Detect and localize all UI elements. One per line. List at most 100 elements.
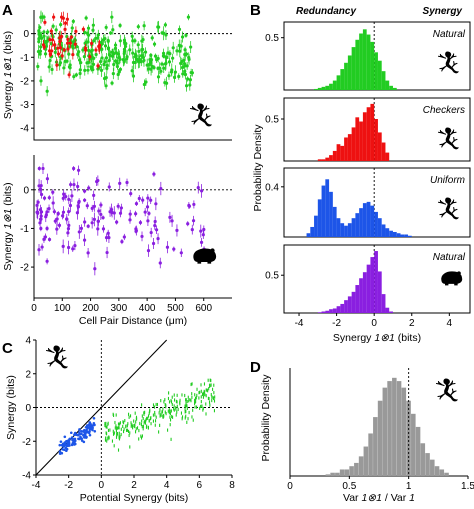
c-point: [70, 443, 74, 447]
a-top-point: [81, 48, 85, 52]
a-top-point: [100, 56, 104, 60]
b-hist-bar: [347, 296, 352, 313]
a-top-point: [137, 49, 141, 54]
a-top-point: [188, 83, 192, 87]
a-top-point: [141, 55, 146, 60]
a-bottom-xtick-label: 100: [54, 303, 71, 314]
d-hist-bar: [358, 456, 364, 476]
a-top-point: [60, 54, 64, 58]
a-top-point: [56, 46, 60, 50]
c-point: [71, 437, 75, 441]
a-top-point: [45, 39, 49, 43]
a-top-point: [58, 36, 62, 40]
a-bottom-point: [77, 230, 81, 234]
c-point: [73, 442, 77, 446]
a-top-axes: [33, 10, 232, 141]
c-point: [80, 439, 84, 442]
b-hist-bar: [325, 310, 330, 313]
b-hist-bar: [325, 179, 330, 237]
a-top-point: [43, 20, 47, 24]
a-top-point: [104, 56, 109, 60]
a-bottom-point: [37, 166, 41, 171]
a-bottom-point: [158, 261, 162, 265]
a-top-point: [90, 56, 94, 60]
salamander-icon: [435, 378, 458, 402]
a-top-point: [152, 42, 157, 46]
a-bottom-point: [83, 220, 87, 224]
b-hist-bar: [374, 119, 378, 161]
a-bottom-point: [159, 186, 163, 191]
b-hist-bar: [332, 80, 337, 90]
a-top-point: [67, 52, 71, 56]
a-top-point: [186, 77, 190, 81]
a-bottom-point: [35, 203, 39, 207]
b-hist-bar: [351, 218, 356, 237]
d-hist-bar: [392, 377, 397, 476]
b-hist-bar: [389, 230, 393, 237]
b-hist-bar: [366, 107, 371, 161]
b-hist-bar: [329, 309, 333, 313]
b-hist-bar: [366, 264, 371, 313]
b-hist-bar: [321, 159, 326, 161]
a-top-ytick-label: -4: [20, 124, 29, 135]
a-top-point: [36, 64, 40, 69]
d-hist-bar: [363, 446, 369, 476]
a-bottom-point: [202, 227, 206, 232]
a-bottom-point: [153, 223, 157, 228]
a-top-point: [141, 37, 145, 42]
a-bottom-point: [109, 208, 114, 212]
d-hist-bar: [406, 400, 411, 476]
a-bottom-point: [42, 237, 46, 241]
b-hist-bar: [344, 137, 348, 161]
a-bottom-point: [86, 251, 90, 255]
a-bottom-point: [122, 235, 126, 239]
b-hist-bar: [370, 205, 375, 237]
d-xtick-label: 1: [406, 481, 412, 492]
a-bottom-xtick-label: 600: [195, 303, 212, 314]
a-top-point: [94, 52, 98, 57]
c-xtick-label: -2: [64, 480, 73, 491]
a-top-ylabel: Synergy 1⊗1 (bits): [2, 31, 14, 119]
b-hist-title: Natural: [433, 252, 466, 263]
a-top-point: [88, 55, 92, 59]
a-bottom-point: [115, 220, 119, 224]
a-bottom-point: [172, 247, 176, 251]
c-ytick-label: -2: [22, 437, 31, 448]
a-top-ytick-label: -2: [20, 76, 29, 87]
a-bottom-point: [61, 196, 65, 200]
c-point: [58, 452, 62, 455]
c-xtick-label: 0: [99, 480, 105, 491]
d-hist-bars: [325, 377, 449, 476]
a-bottom-point: [134, 227, 138, 231]
b-header-synergy: Synergy: [423, 6, 463, 17]
a-bottom-point: [37, 184, 41, 188]
a-top-point: [182, 62, 187, 66]
a-bottom-point: [83, 198, 87, 202]
panel-label-b: B: [250, 2, 261, 19]
a-top-point: [87, 60, 91, 65]
c-point: [84, 430, 88, 434]
a-bottom-point: [92, 204, 96, 208]
a-bottom-point: [45, 259, 49, 263]
b-hist-bar: [359, 33, 363, 90]
a-bottom-ytick-label: -2: [20, 263, 29, 274]
a-top-point: [133, 60, 137, 65]
a-bottom-point: [146, 219, 150, 223]
a-top-point: [68, 41, 73, 45]
a-top-point: [70, 26, 74, 30]
b-hist-bar: [317, 312, 322, 313]
a-bottom-point: [112, 211, 116, 215]
d-hist-bar: [344, 469, 350, 476]
a-top-point: [118, 39, 122, 43]
b-hist-bar: [317, 87, 322, 90]
b-hist-bar: [374, 211, 378, 237]
a-bottom-point: [201, 233, 205, 237]
b-hist-bar: [355, 213, 360, 237]
a-bottom-point: [45, 210, 49, 214]
b-hist-bars: [314, 29, 397, 91]
b-hist-bar: [381, 224, 386, 237]
a-top-point: [137, 60, 141, 64]
a-top-point: [171, 56, 175, 60]
a-top-point: [46, 30, 50, 34]
c-point: [65, 449, 68, 453]
